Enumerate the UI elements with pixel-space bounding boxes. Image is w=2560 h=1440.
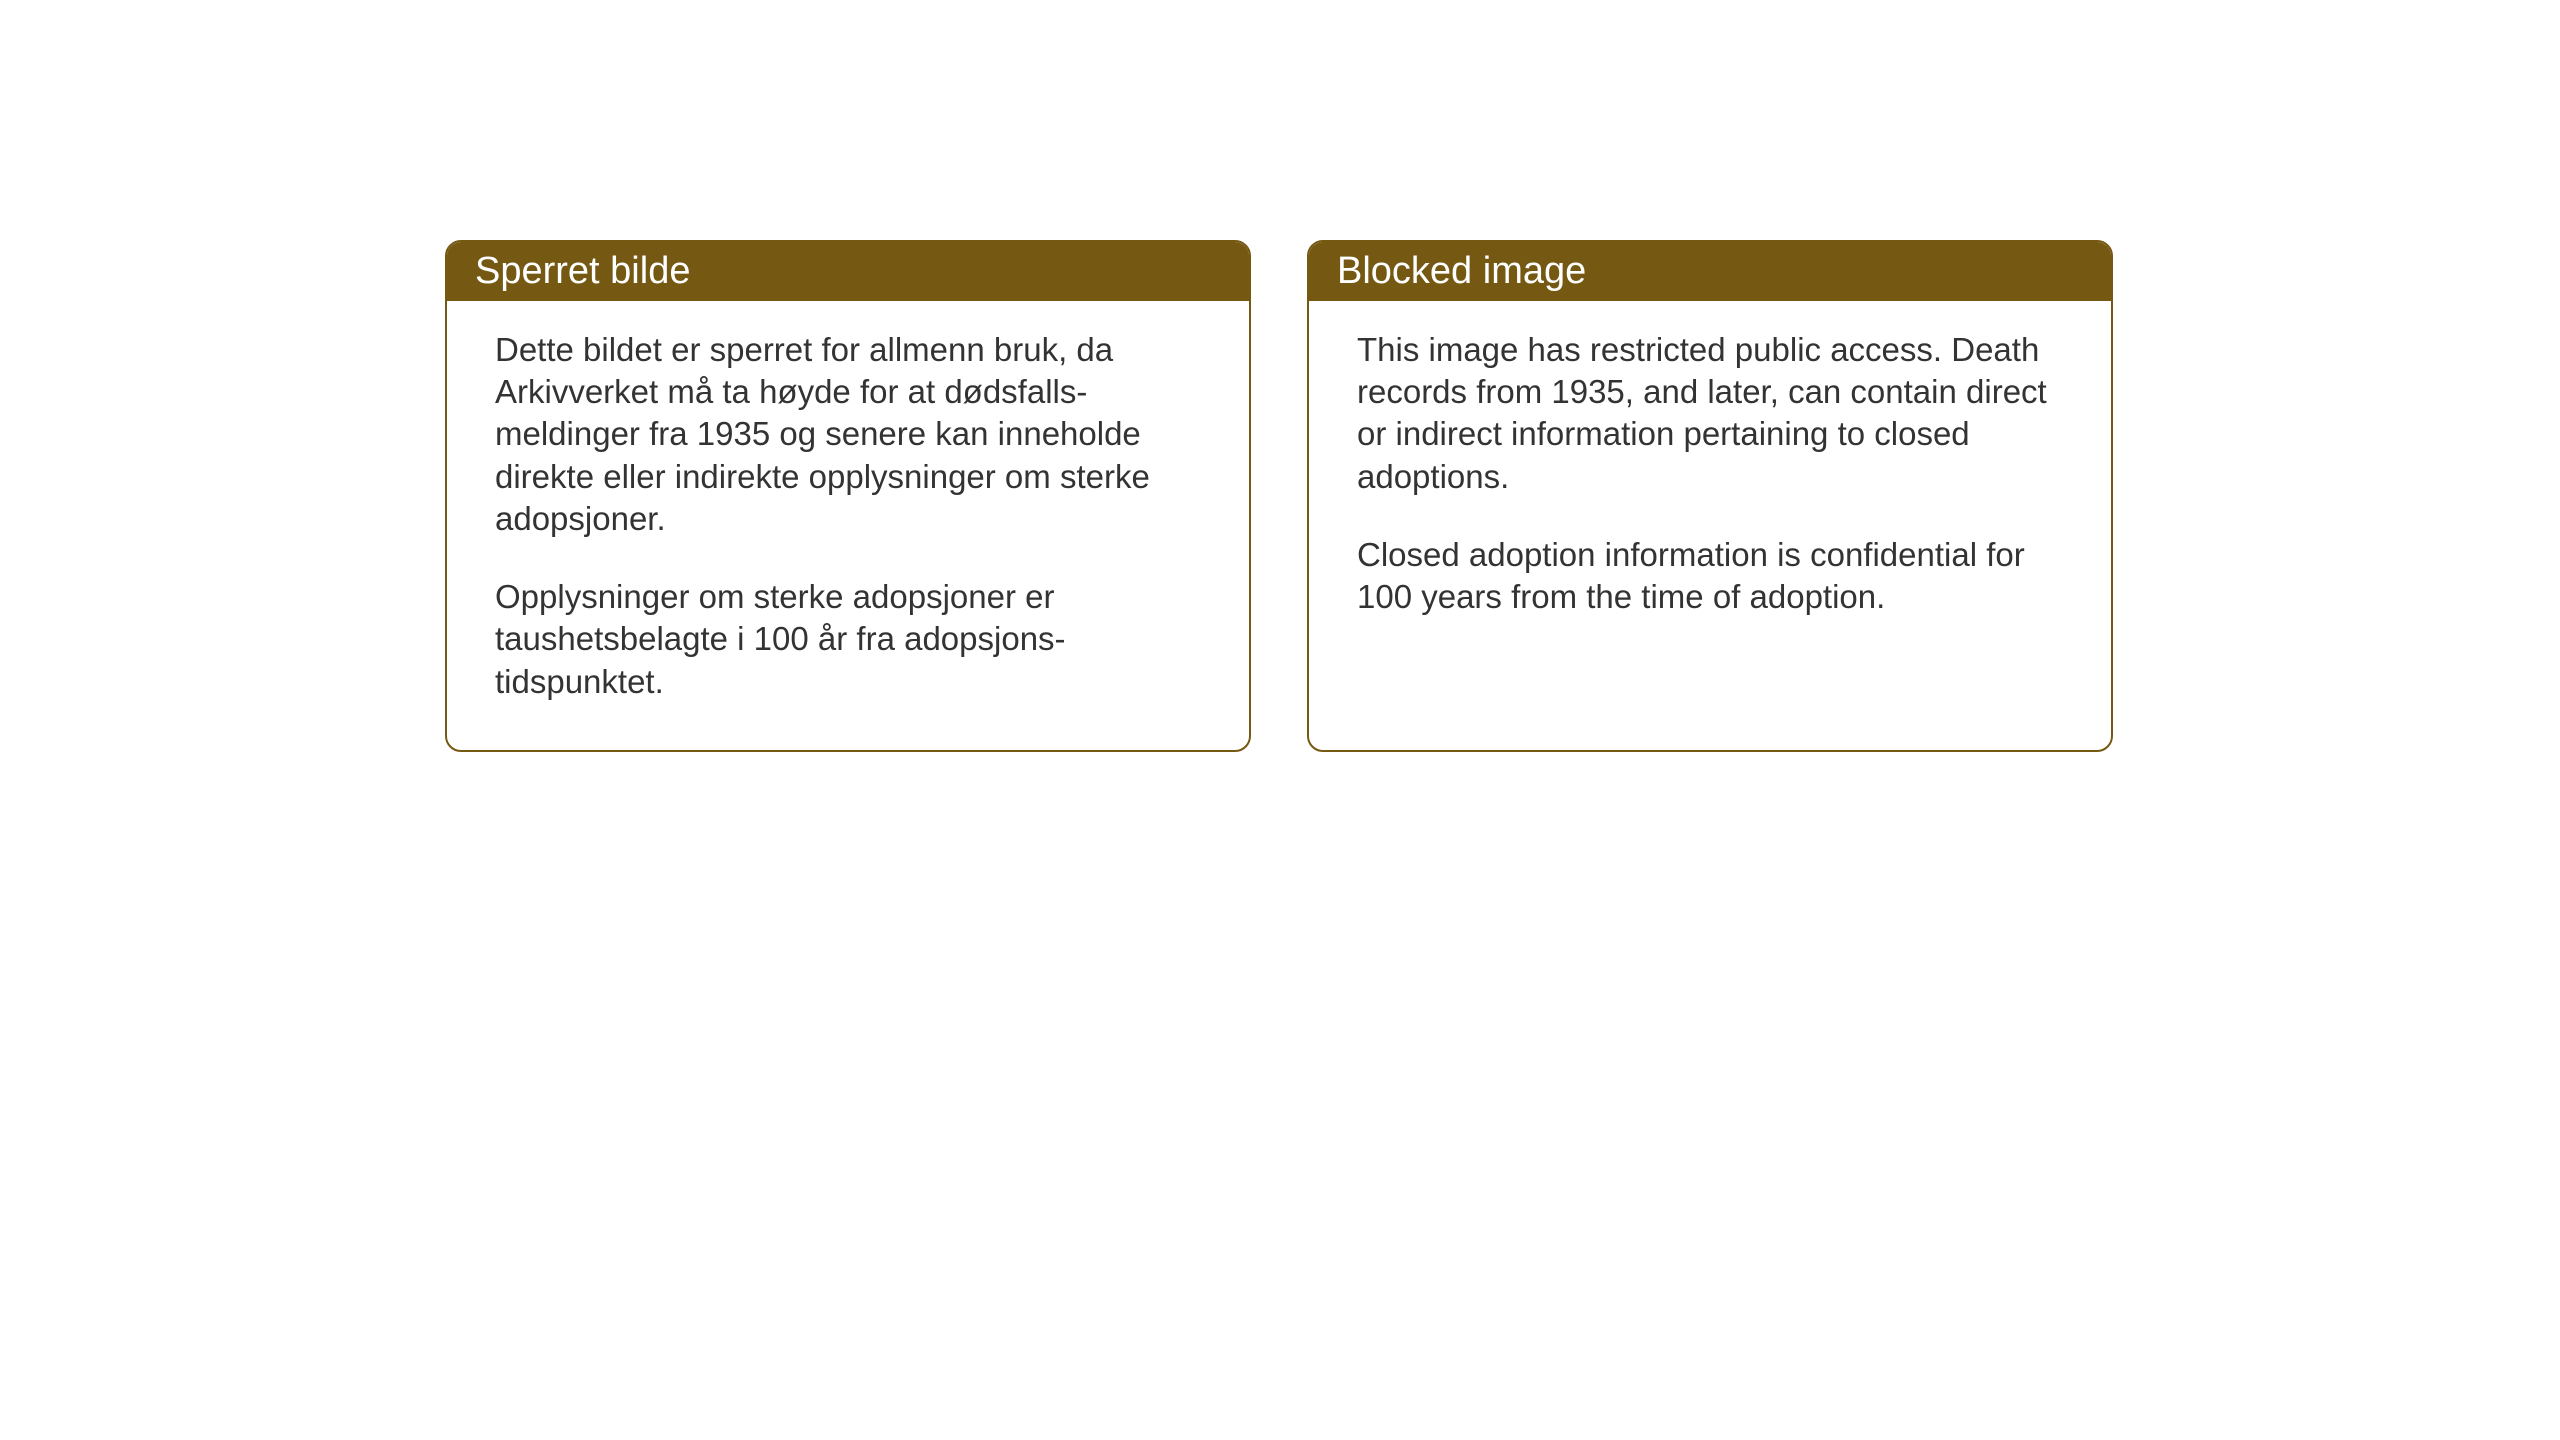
notice-paragraph-2-norwegian: Opplysninger om sterke adopsjoner er tau… — [495, 576, 1201, 703]
notice-body-norwegian: Dette bildet er sperret for allmenn bruk… — [447, 301, 1249, 735]
notice-body-english: This image has restricted public access.… — [1309, 301, 2111, 650]
notice-card-english: Blocked image This image has restricted … — [1307, 240, 2113, 752]
notice-header-english: Blocked image — [1309, 242, 2111, 301]
notice-title-norwegian: Sperret bilde — [475, 250, 690, 292]
notice-card-norwegian: Sperret bilde Dette bildet er sperret fo… — [445, 240, 1251, 752]
notice-header-norwegian: Sperret bilde — [447, 242, 1249, 301]
notice-container: Sperret bilde Dette bildet er sperret fo… — [445, 240, 2113, 752]
notice-paragraph-1-norwegian: Dette bildet er sperret for allmenn bruk… — [495, 329, 1201, 540]
notice-paragraph-2-english: Closed adoption information is confident… — [1357, 534, 2063, 618]
notice-title-english: Blocked image — [1337, 250, 1586, 292]
notice-paragraph-1-english: This image has restricted public access.… — [1357, 329, 2063, 498]
